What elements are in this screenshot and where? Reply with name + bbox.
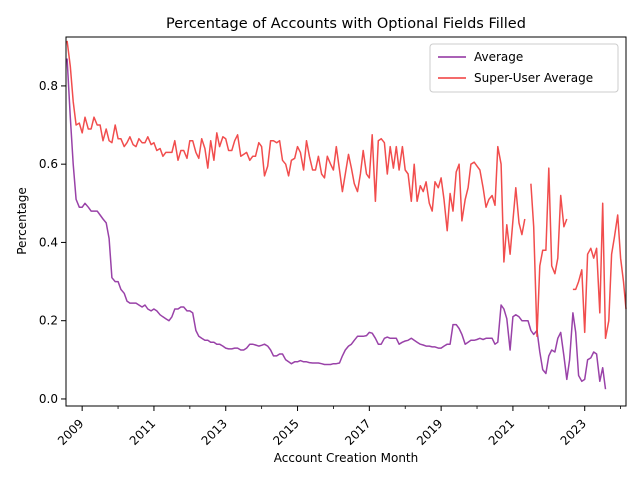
y-tick-label: 0.8 [39,79,58,93]
series-line-super-user-average [66,40,627,340]
legend: Average Super-User Average [429,43,619,93]
y-tick-label: 0.4 [39,235,58,249]
series-line-average [66,58,607,390]
plot-area [65,36,627,407]
y-tick-label: 0.2 [39,314,58,328]
x-axis-label: Account Creation Month [274,451,418,465]
y-axis-label: Percentage [15,187,29,255]
legend-box [429,43,619,93]
legend-label-average: Average [474,50,523,64]
legend-label-super-user-average: Super-User Average [474,71,593,85]
y-axis: 0.0 0.2 0.4 0.6 0.8 [39,79,66,406]
y-tick-label: 0.0 [39,392,58,406]
y-tick-label: 0.6 [39,157,58,171]
series-layer [66,40,627,390]
chart-title: Percentage of Accounts with Optional Fie… [166,16,526,32]
plot-frame [65,36,627,407]
